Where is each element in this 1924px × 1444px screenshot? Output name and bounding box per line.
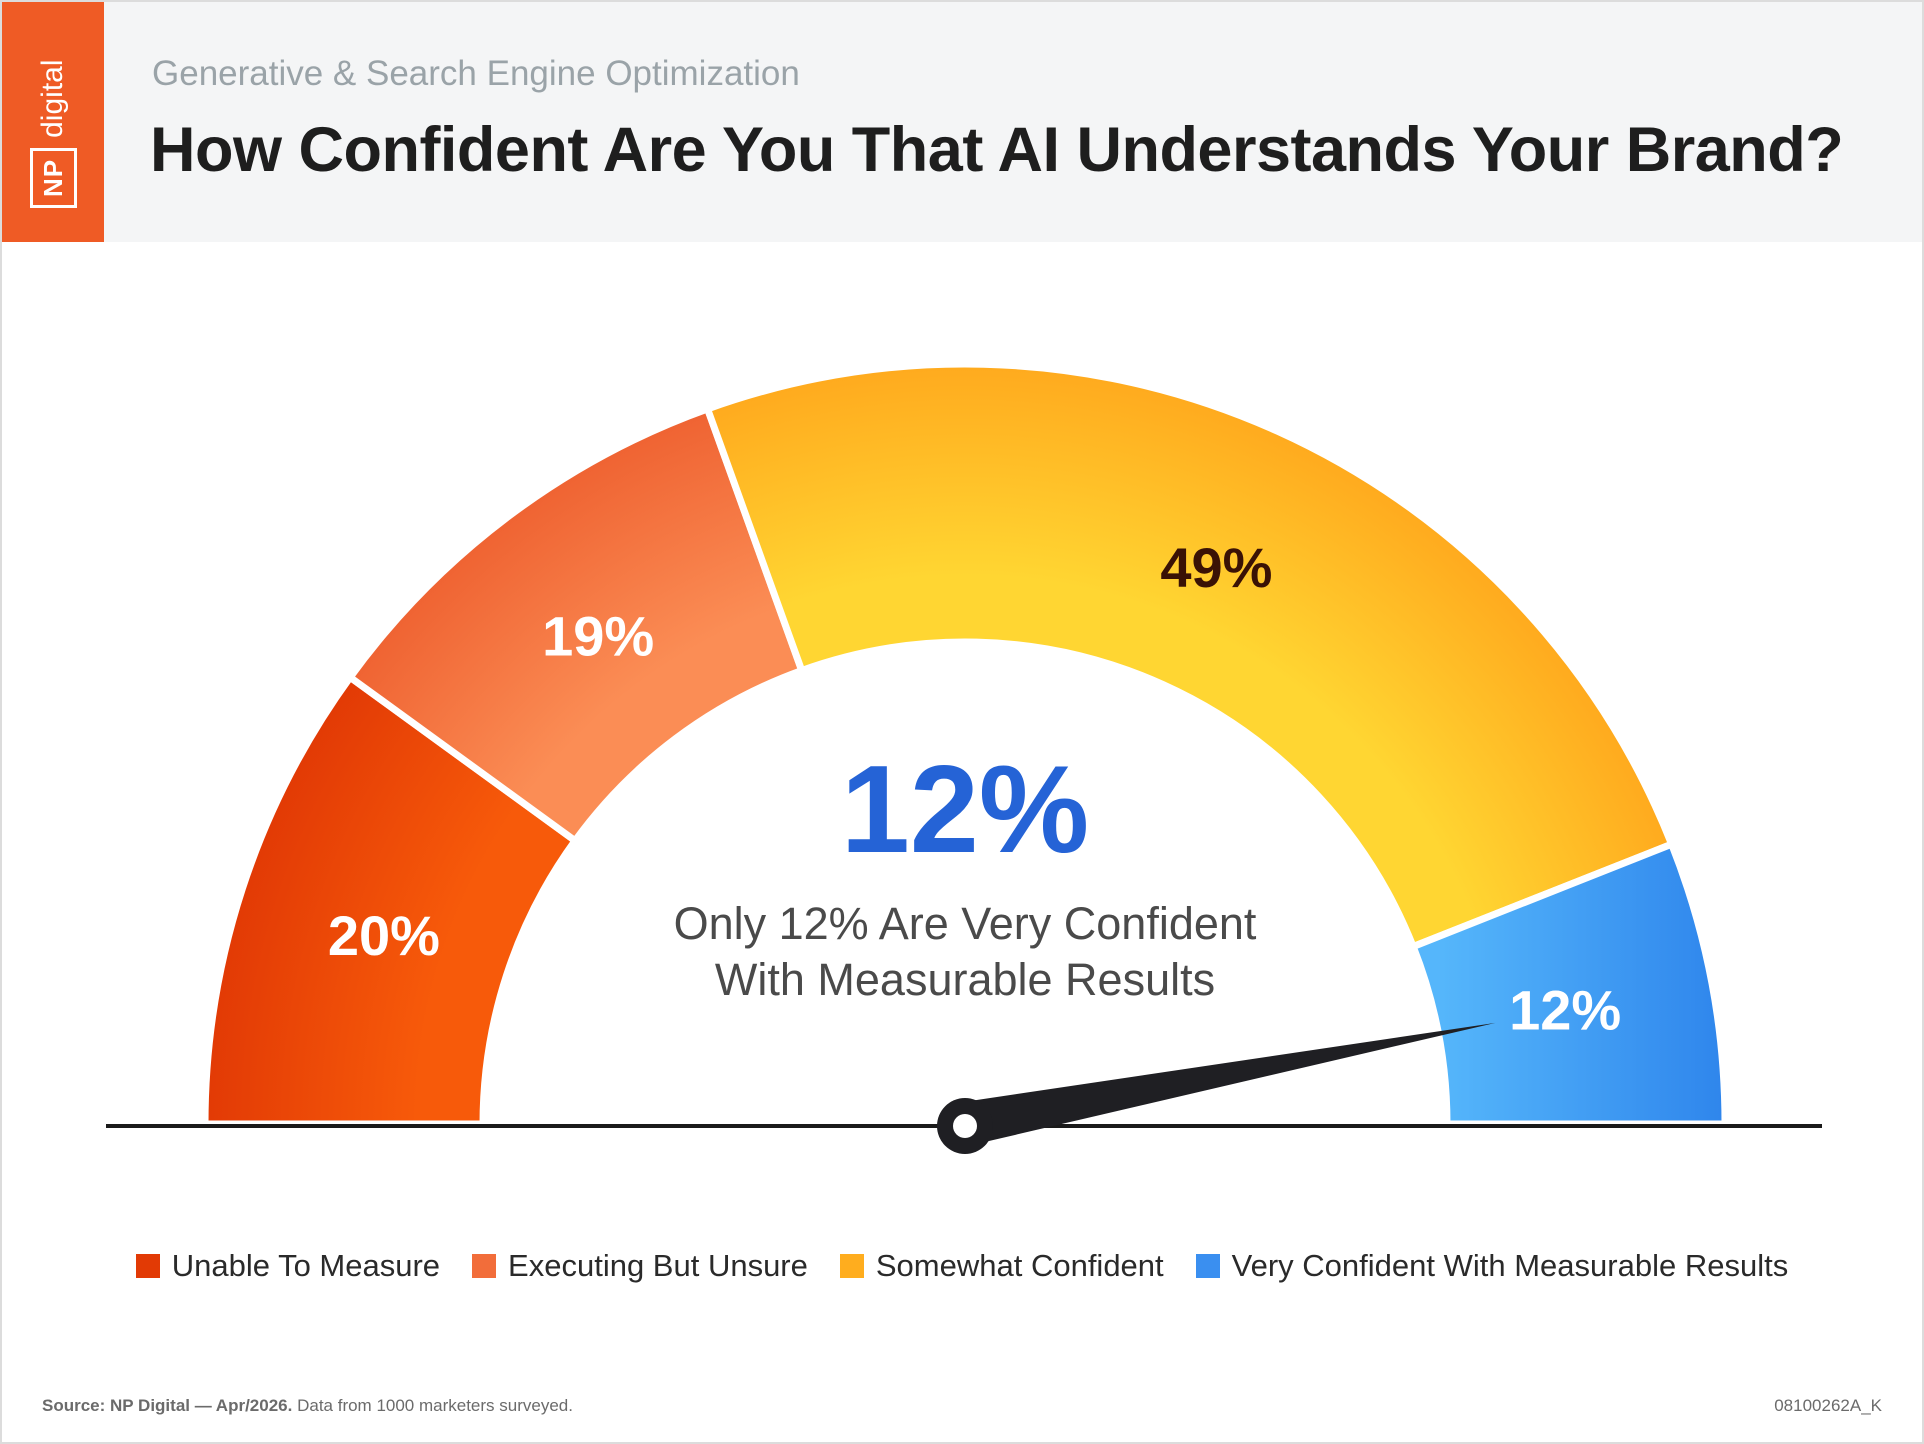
gauge-segment-label-2: 19%	[542, 604, 654, 667]
callout-text-line-2: With Measurable Results	[715, 954, 1215, 1005]
legend-item-4: Very Confident With Measurable Results	[1195, 1248, 1789, 1284]
gauge-segment-label-1: 20%	[328, 904, 440, 967]
legend-item-3: Somewhat Confident	[839, 1248, 1164, 1284]
legend-swatch	[472, 1254, 497, 1278]
chart-code: 08100262A_K	[1774, 1396, 1882, 1415]
legend-label: Unable To Measure	[171, 1248, 441, 1283]
gauge-segment-label-4: 12%	[1509, 979, 1621, 1042]
gauge-segment-label-3: 49%	[1160, 536, 1272, 599]
np-digital-logo: NP digital	[2, 2, 104, 242]
source-note: Source: NP Digital — Apr/2026. Data from…	[42, 1396, 573, 1416]
legend-label: Executing But Unsure	[508, 1248, 808, 1283]
legend-label: Very Confident With Measurable Results	[1231, 1248, 1789, 1283]
source-rest: Data from 1000 marketers surveyed.	[292, 1396, 573, 1415]
gauge-needle	[960, 1022, 1496, 1146]
needle-pivot-center	[953, 1114, 977, 1138]
chart-legend: Unable To Measure Executing But Unsure Som…	[2, 1248, 1922, 1284]
callout-value: 12%	[841, 741, 1089, 879]
legend-swatch	[1195, 1254, 1220, 1278]
legend-label: Somewhat Confident	[875, 1248, 1164, 1283]
chart-title: How Confident Are You That AI Understand…	[150, 115, 1844, 185]
gauge-segment-3	[703, 360, 1677, 952]
gauge-segment-4	[1408, 839, 1729, 1128]
source-bold: Source: NP Digital — Apr/2026.	[42, 1396, 293, 1415]
chart-subtitle: Generative & Search Engine Optimization	[152, 54, 800, 93]
legend-swatch	[135, 1254, 160, 1278]
header: NP digital Generative & Search Engine Op…	[2, 2, 1922, 242]
callout-text-line-1: Only 12% Are Very Confident	[674, 898, 1257, 949]
legend-swatch	[839, 1254, 864, 1278]
legend-item-1: Unable To Measure	[135, 1248, 441, 1284]
legend-item-2: Executing But Unsure	[472, 1248, 808, 1284]
